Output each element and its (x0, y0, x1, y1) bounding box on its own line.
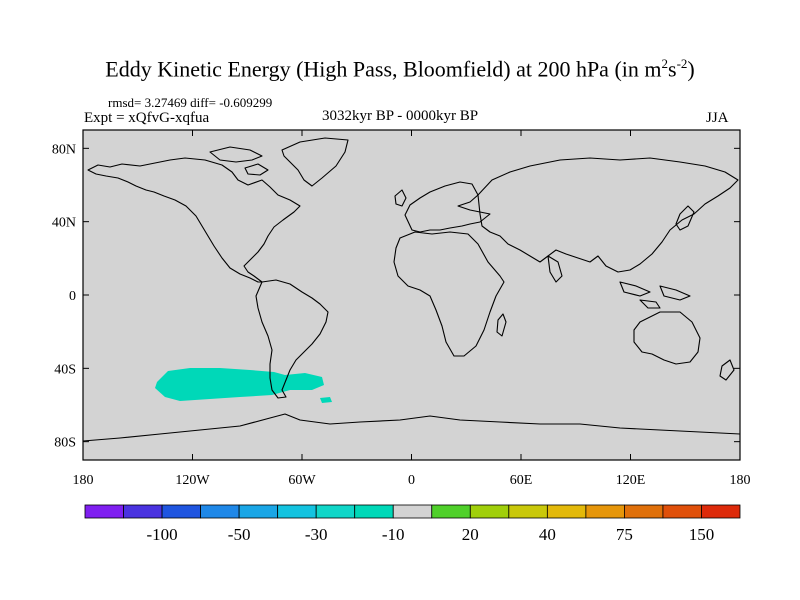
map-background (83, 130, 740, 460)
plot-title: Eddy Kinetic Energy (High Pass, Bloomfie… (0, 56, 800, 82)
coast-arctic-islands (209, 146, 269, 176)
coast-africa (393, 231, 505, 357)
coast-india (547, 255, 563, 283)
coast-australia (633, 311, 701, 365)
colorbar-label: 40 (539, 525, 556, 544)
coastlines (82, 137, 741, 442)
x-tick-label: 60E (510, 473, 533, 488)
coast-british-isles (394, 189, 407, 207)
colorbar-label: -50 (228, 525, 251, 544)
plot-title-close: ) (687, 56, 695, 82)
colorbar-box (123, 504, 163, 519)
y-tick-label: 80S (54, 436, 76, 451)
y-tick-label: 0 (69, 289, 76, 304)
colorbar-box (546, 504, 587, 519)
coast-south-america (255, 279, 329, 399)
coast-new-zealand (719, 359, 735, 381)
stats-text: rmsd= 3.27469 diff= -0.609299 (108, 95, 273, 110)
period-label: 3032kyr BP - 0000kyr BP (322, 108, 479, 124)
colorbar-label: 20 (462, 525, 479, 544)
map-axes: 80N 40N 0 40S 80S 180 120W 60W 0 60E 120E 180 (52, 130, 751, 488)
x-tick-label: 120E (616, 473, 646, 488)
colorbar-box (277, 504, 317, 519)
y-tick-label: 80N (52, 142, 76, 157)
anomaly-region (155, 368, 324, 401)
plot-title-text: Eddy Kinetic Energy (High Pass, Bloomfie… (105, 56, 662, 82)
x-tick-label: 180 (73, 473, 94, 488)
plot-title-unit: s (668, 56, 677, 82)
colorbar-label: 75 (616, 525, 633, 544)
colorbar-label: -100 (146, 525, 177, 544)
x-tick-label: 0 (408, 473, 415, 488)
colorbar-box (315, 504, 356, 519)
colorbar-box (238, 504, 279, 519)
colorbar-box (392, 504, 433, 519)
colorbar-box (469, 504, 510, 519)
colorbar-box (84, 504, 124, 519)
x-tick-label: 60W (288, 473, 316, 488)
colorbar-box (624, 504, 664, 519)
colorbar-box (431, 504, 471, 519)
x-tick-label: 120W (175, 473, 210, 488)
colorbar-box (585, 504, 625, 519)
colorbar-box (701, 504, 741, 519)
colorbar-label: 150 (689, 525, 715, 544)
anomaly-patch (320, 397, 332, 403)
colorbar-box (508, 504, 548, 519)
coast-greenland (281, 137, 349, 187)
colorbar-box (200, 504, 240, 519)
colorbar: -100 -50 -30 -10 20 40 75 150 (84, 504, 741, 544)
coast-japan (675, 205, 695, 231)
plot-title-exp1: 2 (661, 56, 669, 71)
season-label: JJA (706, 110, 729, 126)
coast-antarctica (82, 413, 741, 442)
x-tick-label: 180 (730, 473, 751, 488)
coast-madagascar (496, 313, 507, 337)
colorbar-label: -30 (305, 525, 328, 544)
colorbar-box (354, 504, 394, 519)
colorbar-label: -10 (382, 525, 405, 544)
colorbar-box (161, 504, 201, 519)
y-tick-label: 40S (54, 362, 76, 377)
coast-asia (477, 157, 739, 273)
colorbar-box (662, 504, 702, 519)
y-tick-label: 40N (52, 216, 76, 231)
experiment-label: Expt = xQfvG-xqfua (84, 110, 210, 126)
coast-europe (404, 181, 491, 233)
coast-north-america (87, 157, 301, 283)
coast-maritime-asia (619, 281, 691, 309)
plot-title-exp2: -2 (676, 56, 688, 71)
